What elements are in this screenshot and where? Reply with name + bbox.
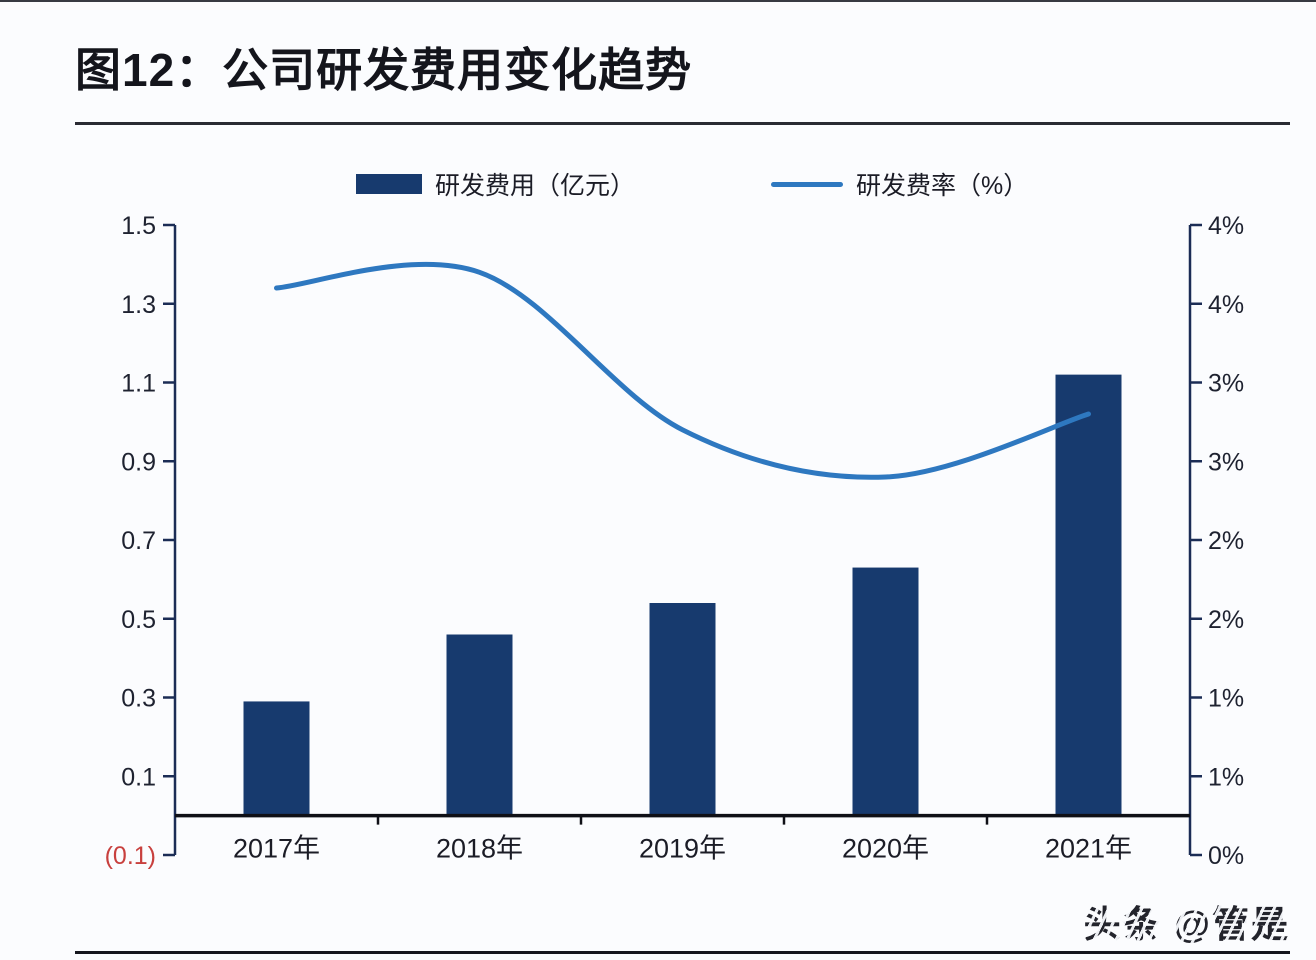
- legend-bar-label: 研发费用（亿元）: [435, 172, 636, 200]
- legend-line-label: 研发费率（%）: [856, 172, 1029, 200]
- legend-item-bar: 研发费用（亿元）: [356, 166, 635, 202]
- left-axis-label: 0.3: [121, 685, 156, 713]
- page-top-border: [0, 0, 1316, 2]
- left-axis-label: 0.5: [121, 606, 156, 634]
- figure-title: 图12：公司研发费用变化趋势: [75, 44, 693, 96]
- left-axis-label: 0.1: [121, 763, 156, 791]
- right-axis-label: 2%: [1208, 606, 1244, 634]
- bar-2020年: [852, 567, 919, 816]
- x-axis-label: 2019年: [639, 834, 726, 864]
- right-axis-label: 4%: [1208, 291, 1244, 319]
- bar-2019年: [649, 603, 716, 816]
- title-divider: [75, 122, 1290, 125]
- right-axis-label: 0%: [1208, 842, 1244, 870]
- x-axis-label: 2020年: [842, 834, 929, 864]
- left-axis-label: 1.1: [121, 370, 156, 398]
- legend-line-swatch: [771, 181, 844, 187]
- x-axis-label: 2018年: [436, 834, 523, 864]
- legend-item-line: 研发费率（%）: [771, 166, 1028, 202]
- left-axis-label: 1.5: [121, 212, 156, 240]
- right-axis-label: 4%: [1208, 212, 1244, 240]
- bar-2018年: [446, 634, 513, 816]
- x-axis-label: 2021年: [1045, 834, 1132, 864]
- bar-2021年: [1055, 374, 1122, 816]
- bar-2017年: [243, 701, 310, 816]
- chart-legend: 研发费用（亿元） 研发费率（%）: [356, 166, 1028, 202]
- watermark: 头条 @管是: [1084, 894, 1290, 948]
- right-axis-label: 1%: [1208, 685, 1244, 713]
- page-bottom-border: [75, 951, 1290, 954]
- left-axis-label: 1.3: [121, 291, 156, 319]
- x-axis-label: 2017年: [233, 834, 320, 864]
- right-axis-label: 2%: [1208, 527, 1244, 555]
- legend-bar-swatch: [356, 174, 422, 194]
- right-axis-label: 1%: [1208, 763, 1244, 791]
- rate-line: [274, 261, 1091, 480]
- left-axis-label: 0.9: [121, 448, 156, 476]
- right-axis-label: 3%: [1208, 370, 1244, 398]
- left-axis-label: (0.1): [105, 842, 156, 870]
- left-axis-label: 0.7: [121, 527, 156, 555]
- right-axis-label: 3%: [1208, 448, 1244, 476]
